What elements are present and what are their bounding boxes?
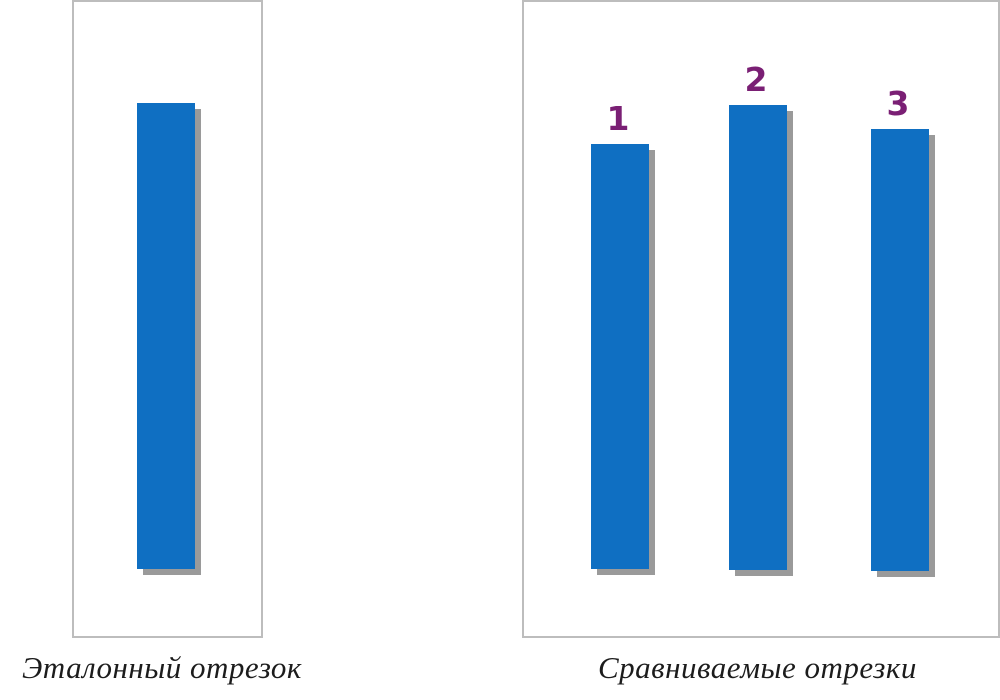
compared-segment-2 (729, 105, 793, 576)
segment-fill (591, 144, 649, 569)
segment-number-1: 1 (606, 99, 630, 138)
compared-segment-1 (591, 144, 655, 575)
reference-caption: Эталонный отрезок (22, 650, 302, 685)
segment-number-3: 3 (886, 84, 910, 123)
reference-segment (137, 103, 201, 575)
segment-fill (729, 105, 787, 570)
segment-fill (871, 129, 929, 571)
comparison-caption: Сравниваемые отрезки (598, 650, 917, 685)
compared-segment-3 (871, 129, 935, 577)
segment-fill (137, 103, 195, 569)
segment-number-2: 2 (744, 60, 768, 99)
